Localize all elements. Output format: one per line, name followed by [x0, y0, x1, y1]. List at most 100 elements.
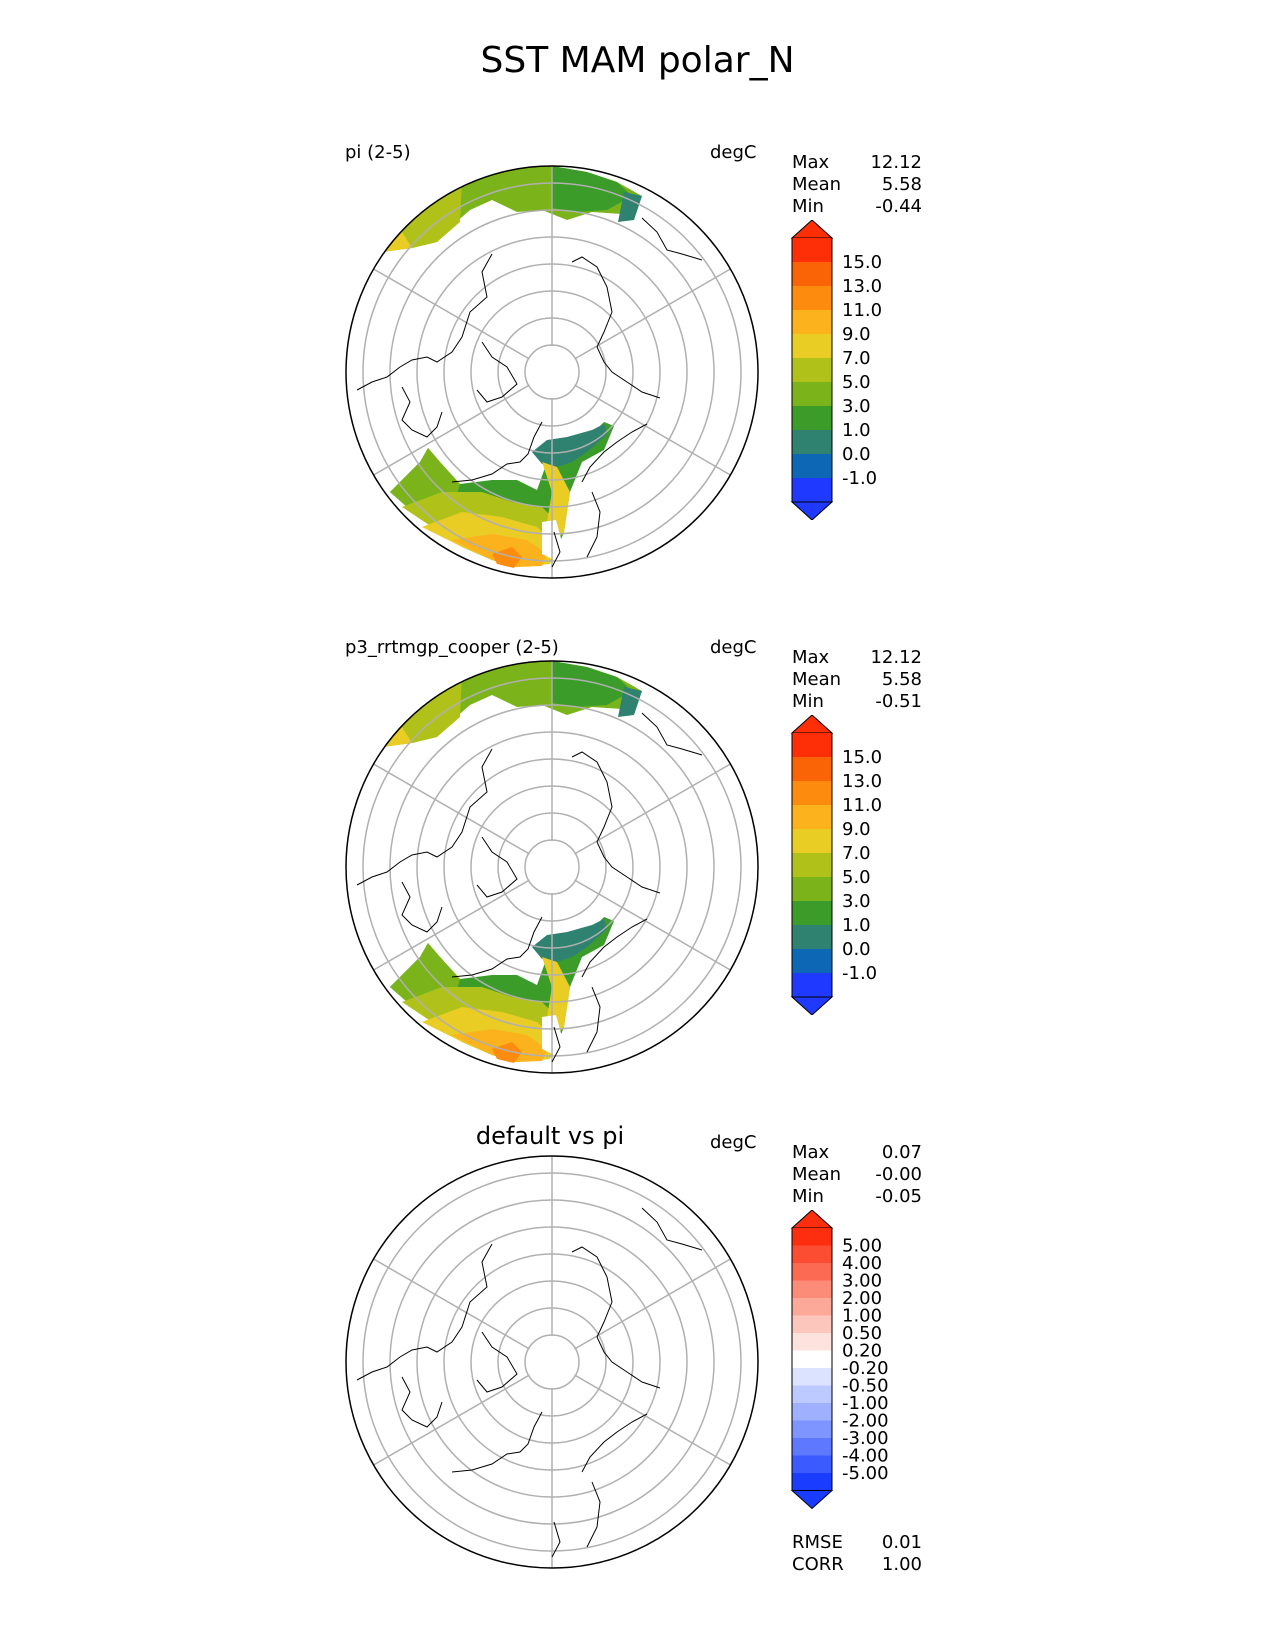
colorbar-tick-label: 5.00: [842, 1236, 882, 1257]
pacific-sst: [618, 687, 642, 717]
colorbar-segment: [792, 430, 832, 454]
stat-label: Mean: [792, 1164, 842, 1185]
panel-title: pi (2-5): [345, 142, 411, 163]
stat-value: 0.01: [881, 1532, 922, 1553]
colorbar-tick-label: 7.0: [842, 348, 871, 369]
figure-title: SST MAM polar_N: [480, 40, 795, 81]
colorbar-tick-label: -1.00: [842, 1393, 889, 1414]
colorbar-segment: [792, 1473, 832, 1491]
stat-value: -0.44: [875, 196, 922, 217]
colorbar-extend-max: [790, 1210, 834, 1229]
colorbar: 15.0 13.0 11.0 9.0 7.0 5.0 3.0 1.0 0.0 -1.0: [790, 715, 882, 1015]
colorbar-segment: [792, 1438, 832, 1456]
colorbar-tick-label: 15.0: [842, 252, 882, 273]
stat-label: Mean: [792, 174, 842, 195]
meridian-line: [574, 1374, 731, 1466]
colorbar-segment: [792, 1280, 832, 1298]
meridian-line: [373, 268, 530, 360]
colorbar-segment: [792, 478, 832, 502]
coastline: [401, 881, 443, 933]
colorbar-tick-label: 9.0: [842, 819, 871, 840]
colorbar-segment: [792, 286, 832, 310]
colorbar-segment: [792, 1350, 832, 1368]
meridian-line: [574, 268, 731, 360]
coastline: [586, 1481, 601, 1548]
colorbar-segment: [792, 925, 832, 949]
stats-block: Max 12.12 Mean 5.58 Min -0.44: [792, 152, 922, 218]
colorbar-tick-label: 0.0: [842, 444, 871, 465]
colorbar-segment: [792, 1403, 832, 1421]
colorbar-tick-label: -5.00: [842, 1463, 889, 1484]
stat-value: 5.58: [881, 669, 922, 690]
colorbar-segment: [792, 238, 832, 262]
colorbar-segment: [792, 733, 832, 757]
coastline: [356, 253, 493, 391]
colorbar-tick-label: 7.0: [842, 843, 871, 864]
stat-value: -0.05: [875, 1186, 922, 1207]
stat-value: 1.00: [881, 1554, 922, 1575]
colorbar-extend-min: [790, 501, 834, 520]
stat-value: 12.12: [870, 152, 922, 173]
colorbar-tick-label: -0.50: [842, 1376, 889, 1397]
coastline: [586, 491, 601, 558]
colorbar: 15.0 13.0 11.0 9.0 7.0 5.0 3.0 1.0 0.0 -1.0: [790, 220, 882, 520]
colorbar-tick-label: 0.0: [842, 939, 871, 960]
colorbar-segment: [792, 1420, 832, 1438]
coastline: [451, 1411, 543, 1473]
stat-value: 0.07: [881, 1142, 922, 1163]
colorbar-tick-label: 3.0: [842, 891, 871, 912]
panel-default-vs-pi: default vs pi degC Max 0.07 Mean -0.00 Min…: [0, 1122, 1275, 1622]
colorbar-segment: [792, 757, 832, 781]
meridian-line: [373, 763, 530, 855]
colorbar-segment: [792, 334, 832, 358]
coastline: [571, 1246, 661, 1389]
coastline: [581, 918, 648, 978]
units-label: degC: [710, 142, 757, 163]
coastline: [586, 986, 601, 1053]
polar-map: [345, 660, 759, 1074]
stat-label: CORR: [792, 1554, 844, 1575]
coastline: [551, 1521, 561, 1558]
colorbar-segment: [792, 1245, 832, 1263]
meridian-line: [373, 879, 530, 971]
colorbar-extend-max: [790, 220, 834, 239]
meridian-line: [373, 384, 530, 476]
colorbar-tick-label: 13.0: [842, 276, 882, 297]
coastline: [571, 751, 661, 894]
colorbar-tick-label: 11.0: [842, 300, 882, 321]
units-label: degC: [710, 637, 757, 658]
colorbar-tick-label: -4.00: [842, 1446, 889, 1467]
coastline: [581, 1413, 648, 1473]
rmse-corr-block: RMSE 0.01 CORR 1.00: [792, 1532, 922, 1576]
coastline: [551, 531, 561, 568]
colorbar-segment: [792, 382, 832, 406]
meridian-line: [574, 1258, 731, 1350]
colorbar-tick-label: 9.0: [842, 324, 871, 345]
atlantic-sst: [532, 919, 607, 962]
colorbar-tick-label: 5.0: [842, 867, 871, 888]
colorbar-tick-label: 0.20: [842, 1341, 882, 1362]
panel-title: p3_rrtmgp_cooper (2-5): [345, 637, 559, 658]
colorbar-tick-label: -1.0: [842, 468, 877, 489]
panel-p3-rrtmgp-cooper: p3_rrtmgp_cooper (2-5) degC Max 12.12 Mea…: [0, 637, 1275, 1127]
pacific-sst: [618, 192, 642, 222]
colorbar-tick-label: -2.00: [842, 1411, 889, 1432]
coastline: [451, 421, 543, 483]
colorbar-segment: [792, 973, 832, 997]
stat-value: 12.12: [870, 647, 922, 668]
stat-value: 5.58: [881, 174, 922, 195]
stats-block: Max 0.07 Mean -0.00 Min -0.05: [792, 1142, 922, 1208]
meridian-line: [373, 1374, 530, 1466]
map-content: [346, 661, 758, 1073]
coastline: [476, 1331, 518, 1393]
polar-map: [345, 165, 759, 579]
atlantic-sst: [492, 1042, 522, 1063]
meridian-line: [574, 763, 731, 855]
stat-label: Max: [792, 152, 830, 173]
colorbar-segment: [792, 949, 832, 973]
colorbar-segment: [792, 1298, 832, 1316]
panel-pi: pi (2-5) degC Max 12.12 Mean 5.58 Min -0.44…: [0, 142, 1275, 632]
colorbar-segment: [792, 358, 832, 382]
stats-block: Max 12.12 Mean 5.58 Min -0.51: [792, 647, 922, 713]
colorbar-segment: [792, 262, 832, 286]
